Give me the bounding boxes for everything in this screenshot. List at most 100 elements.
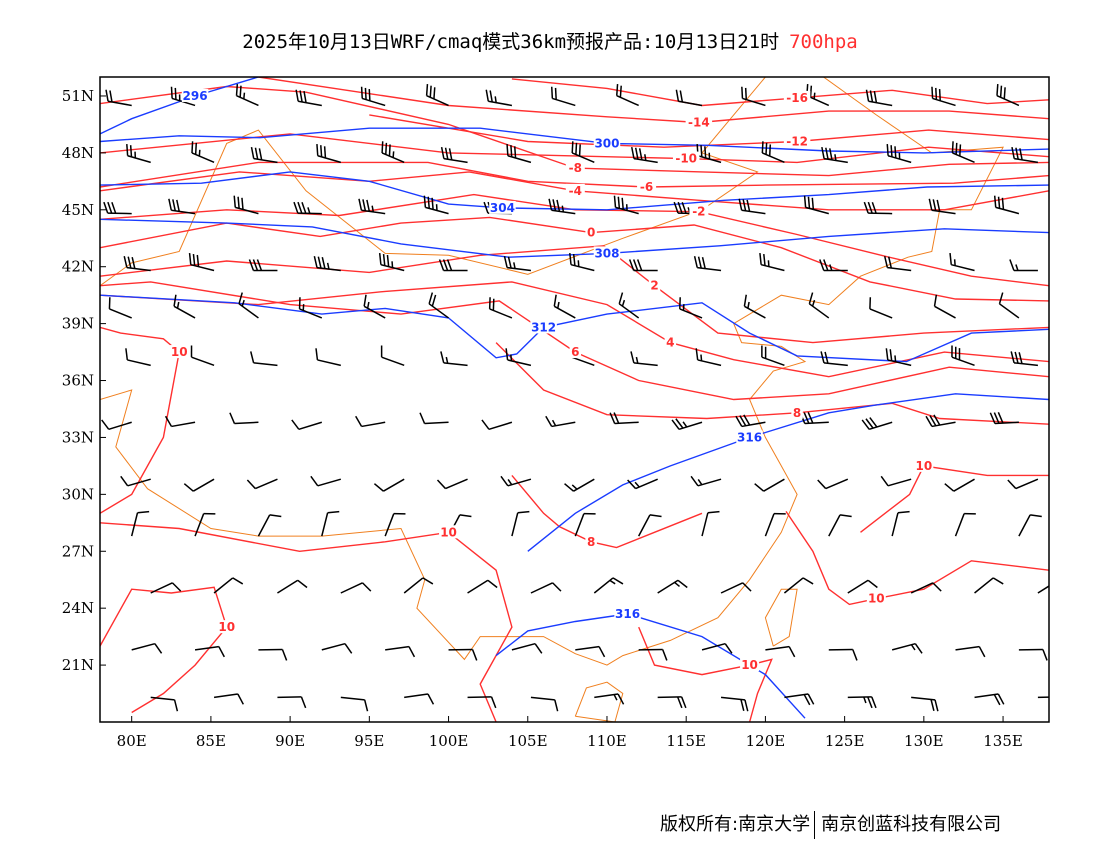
wind-barb — [974, 693, 1005, 706]
company-text: 南京创蓝科技有限公司 — [821, 814, 1002, 835]
wind-barb — [690, 475, 722, 487]
height-contour-label-bg — [593, 246, 621, 260]
wind-barb — [803, 195, 829, 215]
wind-barb — [101, 419, 132, 430]
wind-barb — [928, 198, 956, 215]
lon-tick-label: 90E — [275, 732, 305, 750]
wind-barb — [500, 475, 532, 487]
wind-barb — [481, 419, 513, 430]
wind-barb — [277, 579, 308, 594]
height-contour-line — [100, 127, 1049, 154]
wind-barb — [761, 345, 785, 367]
wind-barb — [701, 510, 720, 537]
wind-barb — [235, 83, 259, 107]
wind-barb — [358, 198, 386, 215]
temperature-contour-label-bg — [585, 534, 597, 548]
wind-barb — [951, 141, 975, 164]
height-contour-label: 316 — [737, 430, 762, 444]
wind-barb — [448, 648, 478, 661]
wind-barb — [821, 146, 848, 164]
wind-barb — [295, 89, 322, 107]
temperature-contour-label: 10 — [218, 620, 235, 634]
wind-barb — [765, 645, 796, 658]
lon-tick-label: 135E — [983, 732, 1023, 750]
wind-barb — [735, 414, 766, 428]
temperature-contour-label-bg — [783, 90, 811, 104]
wind-barb — [944, 478, 975, 492]
wind-barb — [130, 510, 150, 537]
wind-barb — [828, 514, 852, 537]
temperature-contour-label-bg — [672, 151, 700, 165]
temperature-contour-line — [100, 522, 513, 722]
temperature-contour-label: 10 — [171, 345, 188, 359]
wind-barb — [743, 294, 766, 319]
temperature-contour-label-bg — [585, 225, 597, 239]
temperature-contour-label: -8 — [569, 161, 582, 175]
wind-barb — [761, 141, 785, 164]
wind-barb — [657, 579, 688, 594]
temperature-contour-label: -2 — [692, 205, 705, 219]
boundary-line — [764, 588, 798, 647]
wind-barb — [571, 141, 595, 164]
temperature-contour-line — [100, 586, 228, 714]
height-contour-label-bg — [614, 606, 641, 620]
wind-barb — [467, 579, 498, 594]
wind-barb — [503, 256, 532, 272]
wind-barb — [974, 577, 1004, 594]
wind-barb — [693, 256, 722, 272]
lon-tick-label: 95E — [354, 732, 384, 750]
temperature-contour-label-bg — [565, 161, 585, 175]
lat-tick-label: 36N — [62, 372, 94, 390]
wind-barb — [404, 693, 435, 705]
wind-barb — [321, 510, 340, 537]
temperature-contour-label-bg — [866, 591, 886, 605]
wind-barb — [246, 478, 278, 490]
wind-barb — [419, 412, 449, 425]
wind-barb — [817, 478, 849, 490]
wind-barb — [315, 348, 341, 367]
temperature-contour-label: 10 — [440, 525, 457, 539]
wind-barb — [609, 412, 639, 425]
temperature-contour-line — [100, 281, 1049, 401]
temperature-contour-line — [511, 474, 703, 549]
wind-barb — [530, 696, 559, 712]
wind-barb — [638, 514, 662, 537]
temperature-contour-label: 8 — [587, 535, 595, 549]
wind-barb — [194, 645, 225, 658]
wind-barb — [989, 412, 1019, 425]
temperature-contour-label-bg — [169, 345, 189, 359]
footer: 版权所有:南京大学 南京创蓝科技有限公司 — [660, 810, 1001, 839]
lat-tick-label: 42N — [62, 258, 94, 276]
lon-tick-label: 85E — [196, 732, 226, 750]
wind-barb — [593, 577, 624, 594]
wind-barb — [911, 696, 939, 712]
boundary-line — [100, 77, 1004, 666]
lat-tick-label: 48N — [62, 144, 94, 162]
wind-barb — [1010, 351, 1038, 367]
wind-barb — [168, 198, 196, 215]
wind-barb — [574, 512, 596, 537]
boundary-line — [100, 77, 766, 287]
wind-barb — [720, 696, 749, 712]
wind-barb — [188, 252, 215, 272]
wind-barb — [615, 83, 639, 107]
wind-barb — [378, 252, 405, 272]
temperature-contour-label: 10 — [915, 459, 932, 473]
lon-tick-label: 110E — [587, 732, 627, 750]
wind-barb — [545, 415, 576, 428]
temperature-contour-label: 2 — [650, 279, 658, 293]
wind-barb — [754, 478, 785, 492]
wind-barb — [277, 696, 307, 709]
temperature-contour-label: -10 — [675, 152, 697, 166]
wind-barb — [321, 642, 353, 654]
temperature-contour-line — [100, 281, 1049, 378]
wind-barb — [783, 577, 814, 594]
wind-barb — [569, 252, 595, 272]
wind-barb — [741, 86, 766, 107]
wind-barb — [1037, 696, 1049, 699]
wind-barb — [340, 582, 372, 594]
temperature-contour-label: 4 — [666, 336, 674, 350]
boundary-line — [574, 681, 624, 722]
wind-barb — [423, 195, 449, 215]
